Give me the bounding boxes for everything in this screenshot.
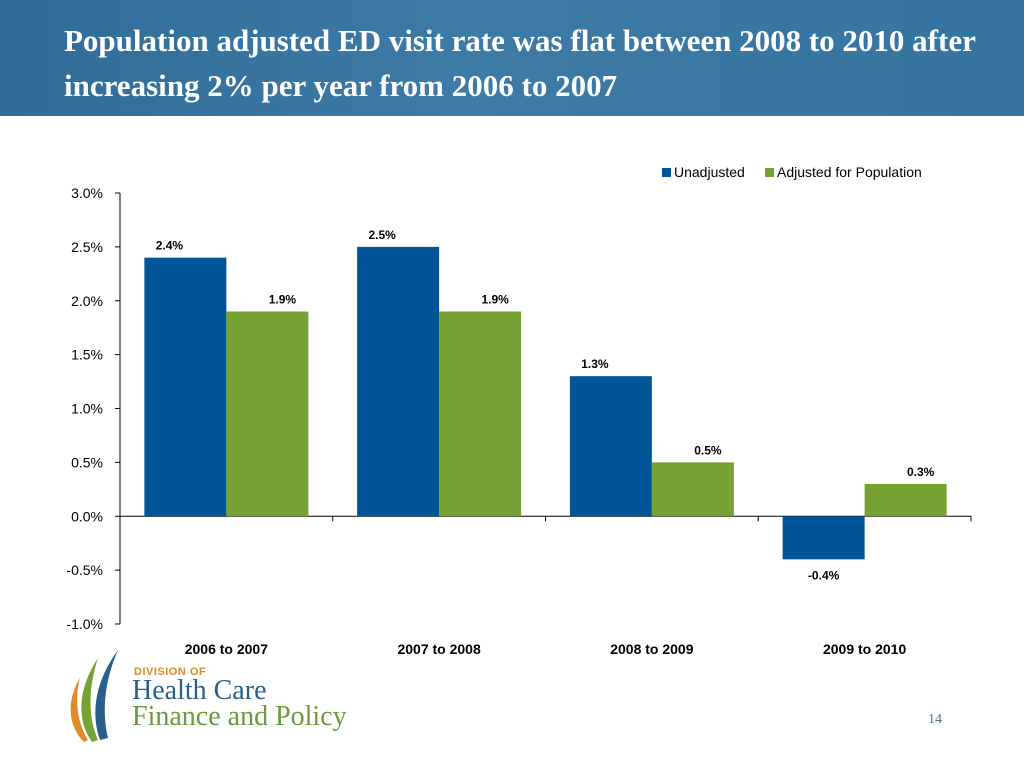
data-label: 0.5% (694, 443, 722, 457)
page-number: 14 (928, 712, 942, 727)
data-label: 2.5% (368, 228, 396, 242)
data-label: -0.4% (808, 568, 840, 582)
title-bar: Population adjusted ED visit rate was fl… (0, 0, 1024, 116)
y-tick-label: -0.5% (66, 562, 103, 578)
y-tick-label: 1.0% (71, 401, 103, 417)
data-label: 0.3% (907, 465, 935, 479)
adjusted-bar (439, 311, 522, 517)
y-tick-label: 2.5% (71, 239, 103, 255)
data-label: 2.4% (156, 239, 184, 253)
organization-logo: DIVISION OF Health Care Finance and Poli… (62, 646, 352, 746)
logo-name-line2: Finance and Policy (132, 701, 347, 732)
y-tick-label: 0.0% (71, 508, 103, 524)
x-category-label: 2007 to 2008 (397, 641, 480, 657)
unadjusted-bar (144, 257, 227, 517)
legend-label-adjusted: Adjusted for Population (777, 164, 922, 180)
legend-swatch-adjusted (765, 168, 774, 177)
data-label: 1.3% (581, 357, 609, 371)
logo-division-text: DIVISION OF (134, 666, 207, 678)
logo-leaf-icon (70, 650, 118, 742)
legend-label-unadjusted: Unadjusted (674, 164, 745, 180)
y-tick-label: 0.5% (71, 454, 103, 470)
y-tick-label: 3.0% (71, 185, 103, 201)
legend-swatch-unadjusted (662, 168, 671, 177)
x-category-label: 2006 to 2007 (185, 641, 268, 657)
data-label: 1.9% (269, 293, 297, 307)
bar-chart: 3.0% 2.5% 2.0% 1.5% 1.0% 0.5% 0.0% -0.5% -1.0% 2.… (66, 164, 972, 657)
y-tick-label: 1.5% (71, 347, 103, 363)
x-category-label: 2009 to 2010 (823, 641, 906, 657)
y-tick-label: 2.0% (71, 293, 103, 309)
unadjusted-bar (357, 246, 440, 517)
adjusted-bar (651, 462, 734, 517)
x-category-label: 2008 to 2009 (610, 641, 693, 657)
y-tick-label: -1.0% (66, 616, 103, 632)
unadjusted-bar (782, 516, 865, 560)
adjusted-bar (864, 483, 947, 517)
data-label: 1.9% (481, 293, 509, 307)
logo-name-line1: Health Care (132, 675, 267, 706)
slide-title: Population adjusted ED visit rate was fl… (64, 23, 976, 103)
unadjusted-bar (569, 376, 652, 517)
adjusted-bar (226, 311, 309, 517)
